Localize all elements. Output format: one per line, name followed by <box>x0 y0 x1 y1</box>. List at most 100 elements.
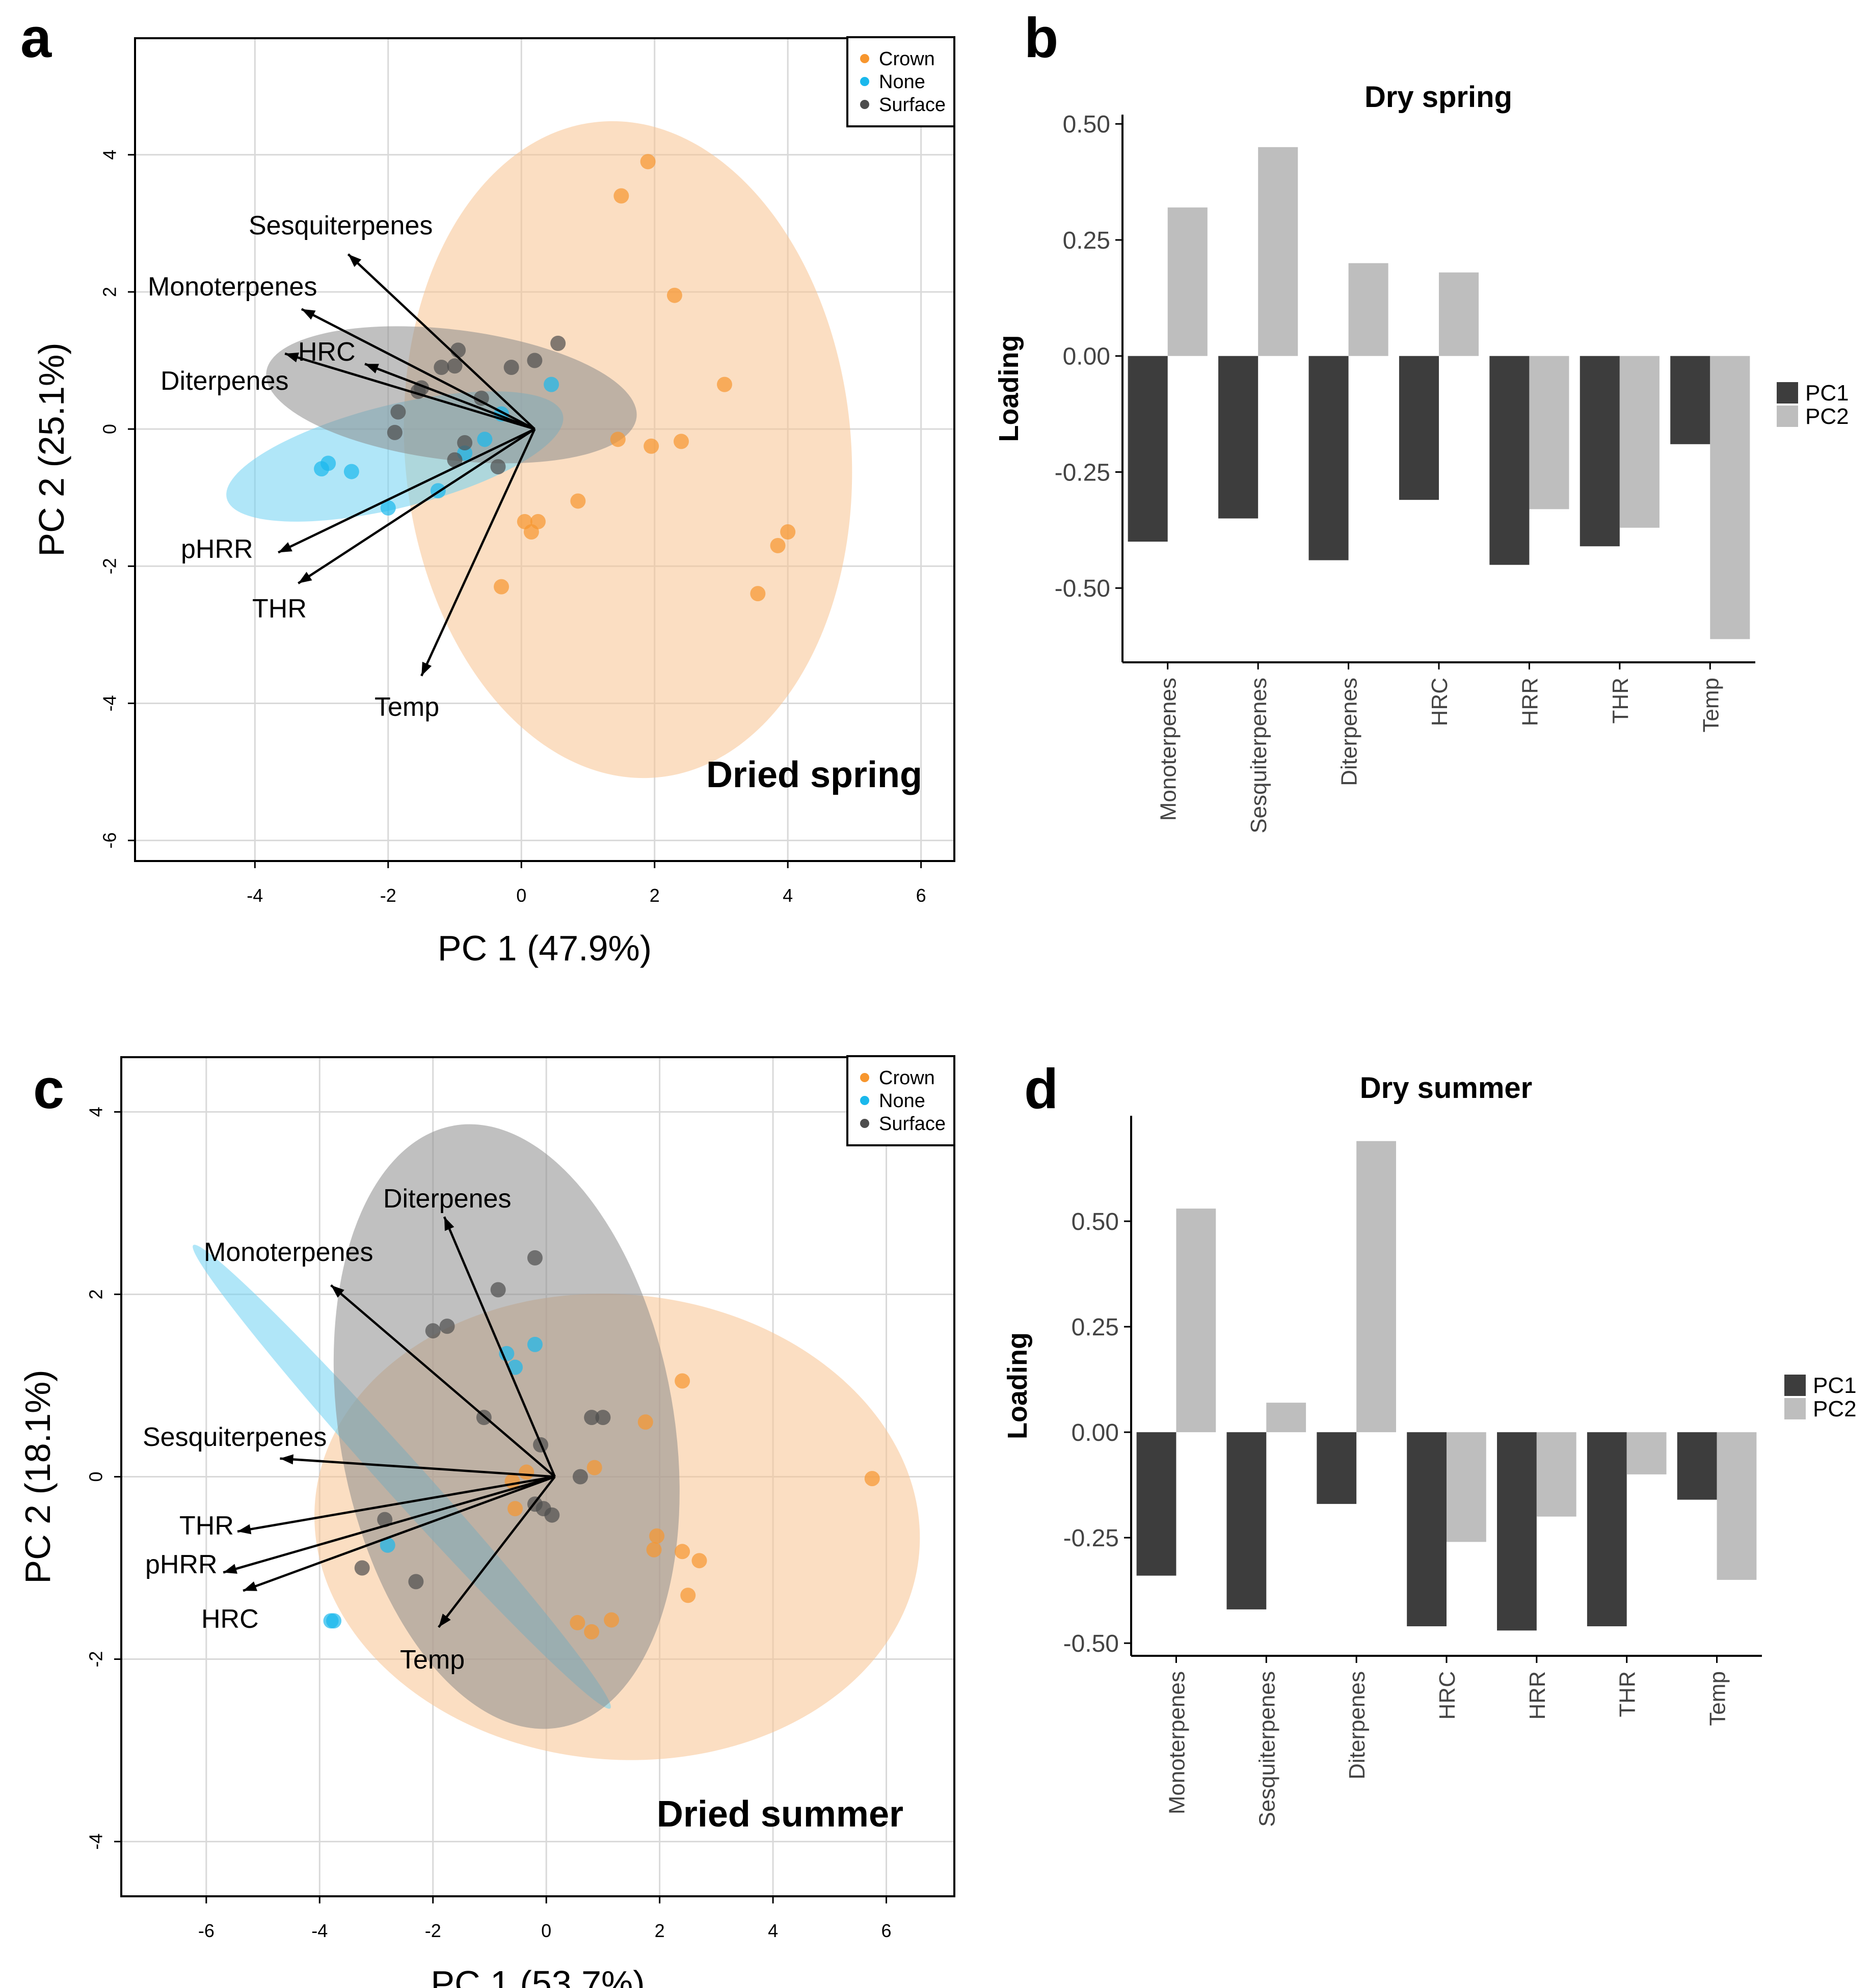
x-tick-label: 4 <box>783 885 793 906</box>
x-tick-label-thr: THR <box>1615 1671 1640 1717</box>
data-point-surface <box>439 1319 455 1334</box>
bar-pc2-hrr <box>1536 1432 1576 1517</box>
x-tick-label: -2 <box>425 1920 441 1941</box>
bar-pc2-temp <box>1710 356 1750 639</box>
y-tick-label: 0.00 <box>1072 1419 1119 1446</box>
legend-marker-none <box>860 1096 869 1105</box>
bar-pc1-monoterpenes <box>1136 1432 1176 1576</box>
legend-label-none: None <box>879 71 925 93</box>
y-tick-label: -4 <box>99 695 120 711</box>
bar-pc2-temp <box>1717 1432 1757 1580</box>
data-point-crown <box>716 377 732 392</box>
data-point-crown <box>780 524 796 540</box>
data-point-crown <box>666 287 682 303</box>
data-point-crown <box>750 586 766 602</box>
bar-pc1-monoterpenes <box>1128 356 1168 542</box>
loading-arrow-phrr <box>223 1475 555 1574</box>
data-point-surface <box>527 353 543 368</box>
y-axis-title: PC 2 (18.1%) <box>18 1369 58 1583</box>
arrow-label-temp: Temp <box>400 1645 465 1675</box>
data-point-surface <box>390 404 406 420</box>
loadings-bar-chart-dry-summer: Dry summer 0.50 0.25 0.00 -0.25 -0.50 Monoterp… <box>1002 1071 1857 1827</box>
legend-label-crown: Crown <box>879 48 935 70</box>
data-point-crown <box>570 493 586 509</box>
data-point-crown <box>523 524 539 540</box>
data-point-crown <box>864 1471 880 1487</box>
y-tick-label: -2 <box>86 1651 106 1668</box>
data-point-surface <box>503 360 519 375</box>
arrow-label-sesquiterpenes: Sesquiterpenes <box>249 211 433 240</box>
data-point-surface <box>544 1507 560 1523</box>
legend-label-pc2: PC2 <box>1813 1396 1857 1421</box>
legend-label-none: None <box>879 1090 925 1112</box>
data-point-none <box>326 1613 342 1629</box>
x-tick-label-hrc: HRC <box>1427 678 1452 726</box>
bar-pc2-sesquiterpenes <box>1258 147 1298 356</box>
y-tick-label: -0.25 <box>1055 459 1110 486</box>
data-point-surface <box>490 1282 506 1298</box>
bar-pc1-thr <box>1587 1432 1627 1627</box>
arrow-label-diterpenes: Diterpenes <box>383 1184 511 1214</box>
legend-swatch-pc2 <box>1777 406 1798 427</box>
legend-label-surface: Surface <box>879 94 946 116</box>
data-point-surface <box>572 1469 588 1485</box>
data-point-crown <box>644 438 659 454</box>
loading-arrow-hrc <box>364 363 536 431</box>
x-tick-label: 6 <box>881 1920 892 1941</box>
data-point-crown <box>675 1544 690 1560</box>
x-tick-label: 2 <box>650 885 660 906</box>
x-tick-label: 0 <box>541 1920 551 1941</box>
data-point-crown <box>646 1542 662 1557</box>
legend-marker-surface <box>860 1119 869 1128</box>
chart-title: Dry spring <box>1364 80 1512 114</box>
bar-pc2-diterpenes <box>1356 1141 1396 1433</box>
data-point-crown <box>674 434 689 449</box>
loading-arrow-thr <box>298 428 536 584</box>
data-point-none <box>507 1359 523 1375</box>
bar-pc1-thr <box>1580 356 1620 547</box>
x-tick-label: -4 <box>247 885 263 906</box>
arrow-label-hrc: HRC <box>201 1604 259 1634</box>
x-tick-label-hrr: HRR <box>1517 678 1542 726</box>
plot-area <box>193 1124 920 1760</box>
x-tick-label: 6 <box>916 885 926 906</box>
loading-arrow-hrc <box>243 1475 555 1592</box>
loading-arrow-temp <box>420 428 536 677</box>
data-point-crown <box>494 579 510 595</box>
legend-swatch-pc1 <box>1777 382 1798 404</box>
y-tick-label: 0.25 <box>1072 1314 1119 1341</box>
bar-pc2-diterpenes <box>1348 263 1388 356</box>
arrow-head-phrr <box>278 542 292 553</box>
y-tick-label: -4 <box>86 1834 106 1850</box>
bar-pc1-diterpenes <box>1317 1432 1357 1504</box>
data-point-none <box>477 432 493 447</box>
data-point-surface <box>434 360 449 375</box>
data-point-crown <box>649 1528 665 1544</box>
y-tick-label: 4 <box>99 150 120 160</box>
bar-pc2-monoterpenes <box>1176 1208 1216 1433</box>
data-point-surface <box>490 459 506 475</box>
data-point-surface <box>447 358 463 374</box>
bar-pc2-monoterpenes <box>1167 207 1208 356</box>
arrow-head-hrc <box>365 364 379 373</box>
bar-pc1-hrr <box>1497 1432 1537 1631</box>
data-point-none <box>343 464 359 479</box>
pca-biplot-dried-summer: Diterpenes Monoterpenes Sesquiterpenes THR p… <box>18 1055 955 1988</box>
bar-pc1-hrc <box>1407 1432 1447 1627</box>
data-point-crown <box>675 1373 690 1389</box>
legend-label-pc2: PC2 <box>1805 404 1849 429</box>
data-point-none <box>527 1336 543 1352</box>
plot-area <box>226 121 852 778</box>
arrow-label-thr: THR <box>252 594 307 624</box>
bar-pc1-hrr <box>1489 356 1530 565</box>
data-point-surface <box>377 1512 393 1527</box>
data-point-surface <box>450 342 466 358</box>
loading-arrow-diterpenes <box>443 1216 556 1477</box>
legend-label-pc1: PC1 <box>1813 1373 1857 1398</box>
x-tick-label: -2 <box>380 885 396 906</box>
data-point-surface <box>584 1410 600 1426</box>
y-tick-label: 4 <box>86 1107 106 1117</box>
data-point-surface <box>387 424 403 440</box>
bar-pc2-thr <box>1619 356 1660 528</box>
y-tick-label: 2 <box>86 1289 106 1299</box>
